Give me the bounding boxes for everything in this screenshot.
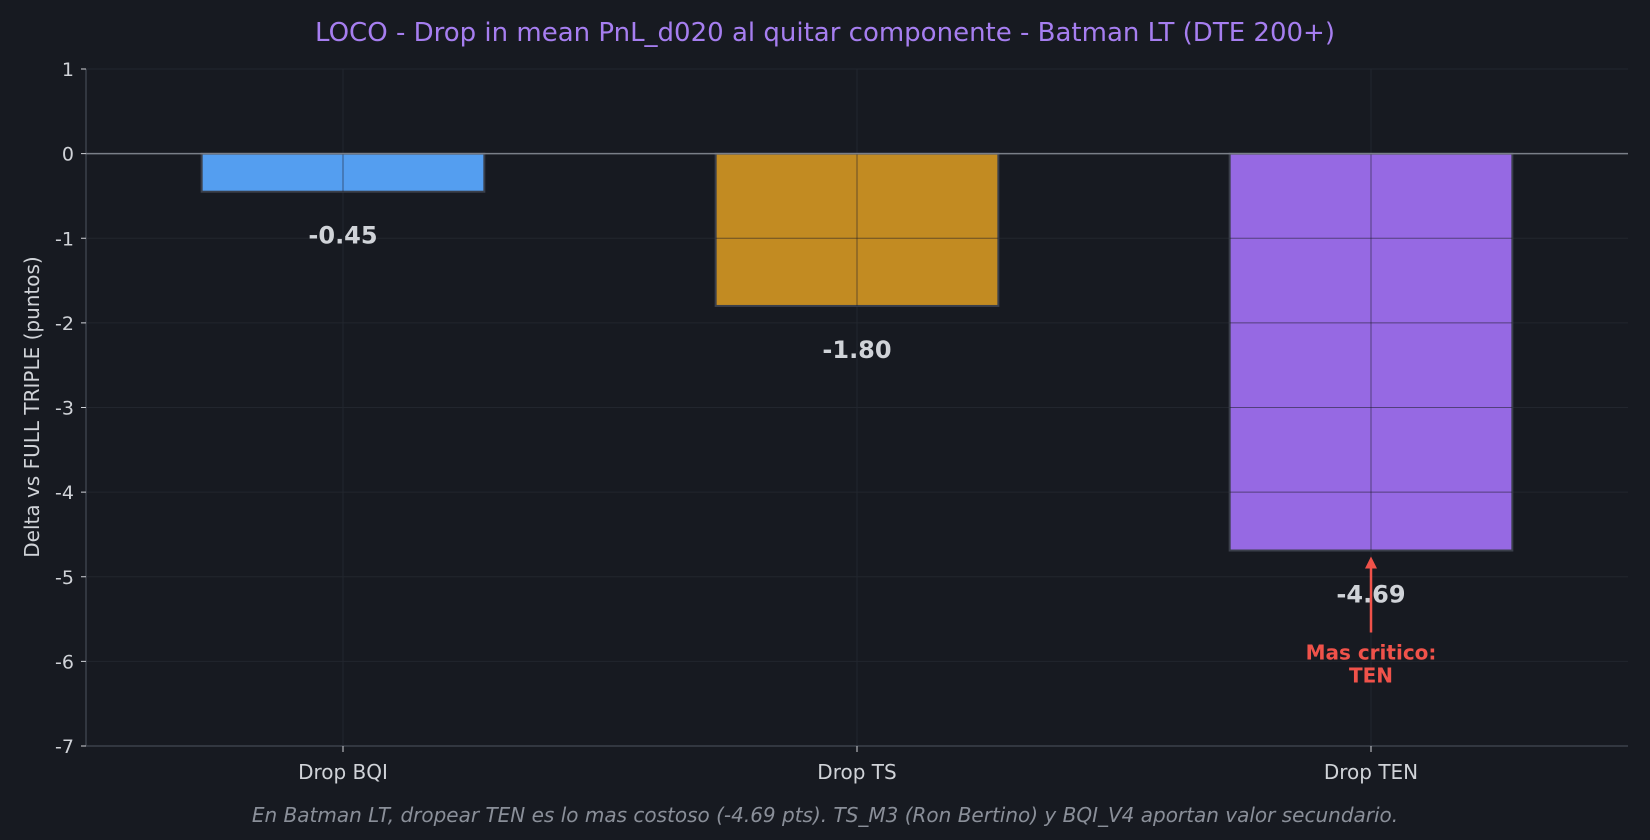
y-tick-label: -2 — [55, 313, 74, 335]
x-tick-label: Drop TEN — [1324, 760, 1418, 784]
y-axis-label: Delta vs FULL TRIPLE (puntos) — [20, 256, 44, 558]
value-label: -0.45 — [308, 222, 377, 250]
chart-caption: En Batman LT, dropear TEN es lo mas cost… — [251, 803, 1399, 827]
y-tick-label: -3 — [55, 398, 74, 420]
y-tick-label: -4 — [55, 482, 74, 504]
y-tick-label: -6 — [55, 651, 74, 673]
annotation-text: Mas critico: — [1306, 641, 1437, 665]
y-tick-label: -7 — [55, 736, 74, 758]
y-tick-label: -5 — [55, 567, 74, 589]
annotation-text: TEN — [1349, 664, 1393, 688]
annotation-arrow-head — [1365, 556, 1377, 569]
value-label: -1.80 — [822, 336, 891, 364]
y-tick-label: 1 — [62, 59, 74, 81]
chart-title: LOCO - Drop in mean PnL_d020 al quitar c… — [315, 18, 1335, 48]
x-tick-label: Drop BQI — [298, 760, 388, 784]
x-tick-label: Drop TS — [817, 760, 896, 784]
y-tick-label: -1 — [55, 228, 74, 250]
y-tick-label: 0 — [62, 144, 74, 166]
